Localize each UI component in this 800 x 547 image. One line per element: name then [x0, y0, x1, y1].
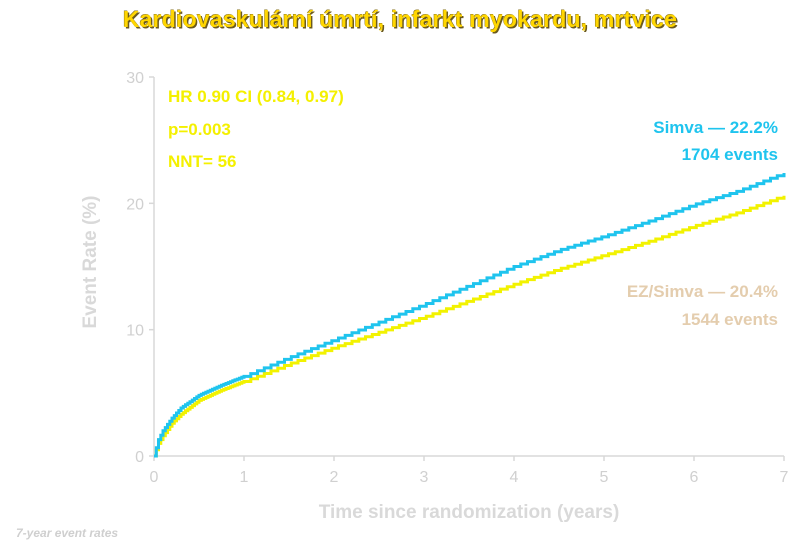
y-tick-label: 10	[126, 323, 144, 340]
ez-simva-rate-label: EZ/Simva — 20.4%	[626, 282, 778, 301]
y-tick-label: 0	[135, 449, 144, 466]
axes: 0 10 20 30 0 1 2 3 4 5 6 7	[126, 70, 788, 486]
nnt-text: NNT= 56	[168, 152, 237, 171]
x-tick-label: 5	[600, 469, 609, 486]
x-tick-label: 7	[780, 469, 789, 486]
x-tick-label: 1	[240, 469, 249, 486]
simva-events-label: 1704 events	[681, 145, 778, 164]
hazard-ratio-text: HR 0.90 CI (0.84, 0.97)	[168, 87, 344, 106]
y-tick-label: 30	[126, 70, 144, 87]
simva-rate-label: Simva — 22.2%	[653, 118, 778, 137]
y-axis-label: Event Rate (%)	[80, 195, 101, 328]
x-axis-label: Time since randomization (years)	[319, 502, 620, 523]
chart-title: Kardiovaskulární úmrtí, infarkt myokardu…	[122, 6, 678, 32]
ez-simva-events-label: 1544 events	[681, 310, 778, 329]
p-value-text: p=0.003	[168, 120, 231, 139]
series-layer	[154, 173, 786, 458]
x-tick-label: 0	[150, 469, 159, 486]
y-tick-label: 20	[126, 196, 144, 213]
series-line-ez-simva	[154, 195, 786, 458]
x-tick-label: 6	[690, 469, 699, 486]
x-tick-label: 2	[330, 469, 339, 486]
series-line-simva	[154, 173, 786, 458]
x-tick-label: 4	[510, 469, 519, 486]
x-tick-label: 3	[420, 469, 429, 486]
footnote: 7-year event rates	[16, 526, 119, 540]
